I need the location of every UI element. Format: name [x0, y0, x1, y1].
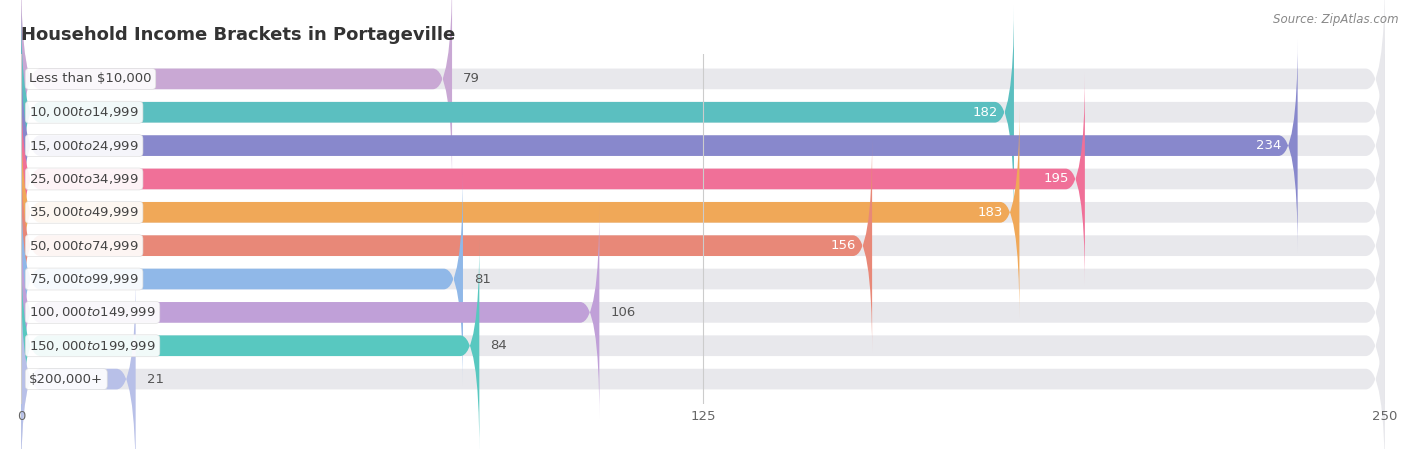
Text: 234: 234: [1256, 139, 1281, 152]
FancyBboxPatch shape: [21, 172, 463, 385]
Text: $200,000+: $200,000+: [30, 373, 103, 386]
Text: Less than $10,000: Less than $10,000: [30, 72, 152, 85]
Text: $35,000 to $49,999: $35,000 to $49,999: [30, 205, 139, 219]
FancyBboxPatch shape: [21, 206, 1385, 419]
FancyBboxPatch shape: [21, 273, 1385, 449]
FancyBboxPatch shape: [21, 139, 872, 352]
FancyBboxPatch shape: [21, 239, 1385, 449]
FancyBboxPatch shape: [21, 106, 1019, 319]
Text: 183: 183: [977, 206, 1002, 219]
FancyBboxPatch shape: [21, 6, 1014, 219]
FancyBboxPatch shape: [21, 172, 1385, 385]
FancyBboxPatch shape: [21, 206, 599, 419]
Text: $150,000 to $199,999: $150,000 to $199,999: [30, 339, 156, 353]
FancyBboxPatch shape: [21, 139, 1385, 352]
FancyBboxPatch shape: [21, 239, 479, 449]
Text: $10,000 to $14,999: $10,000 to $14,999: [30, 105, 139, 119]
Text: $100,000 to $149,999: $100,000 to $149,999: [30, 305, 156, 319]
FancyBboxPatch shape: [21, 73, 1385, 286]
Text: 182: 182: [972, 106, 998, 119]
Text: Source: ZipAtlas.com: Source: ZipAtlas.com: [1274, 13, 1399, 26]
Text: Household Income Brackets in Portageville: Household Income Brackets in Portagevill…: [21, 26, 456, 44]
Text: 21: 21: [146, 373, 163, 386]
Text: 79: 79: [463, 72, 479, 85]
Text: $15,000 to $24,999: $15,000 to $24,999: [30, 139, 139, 153]
FancyBboxPatch shape: [21, 6, 1385, 219]
Text: $50,000 to $74,999: $50,000 to $74,999: [30, 239, 139, 253]
Text: 156: 156: [831, 239, 856, 252]
FancyBboxPatch shape: [21, 39, 1385, 252]
FancyBboxPatch shape: [21, 0, 1385, 185]
Text: 195: 195: [1043, 172, 1069, 185]
Text: 84: 84: [491, 339, 508, 352]
FancyBboxPatch shape: [21, 39, 1298, 252]
Text: 81: 81: [474, 273, 491, 286]
FancyBboxPatch shape: [21, 73, 1085, 286]
FancyBboxPatch shape: [21, 273, 135, 449]
Text: 106: 106: [610, 306, 636, 319]
FancyBboxPatch shape: [21, 0, 453, 185]
Text: $25,000 to $34,999: $25,000 to $34,999: [30, 172, 139, 186]
FancyBboxPatch shape: [21, 106, 1385, 319]
Text: $75,000 to $99,999: $75,000 to $99,999: [30, 272, 139, 286]
